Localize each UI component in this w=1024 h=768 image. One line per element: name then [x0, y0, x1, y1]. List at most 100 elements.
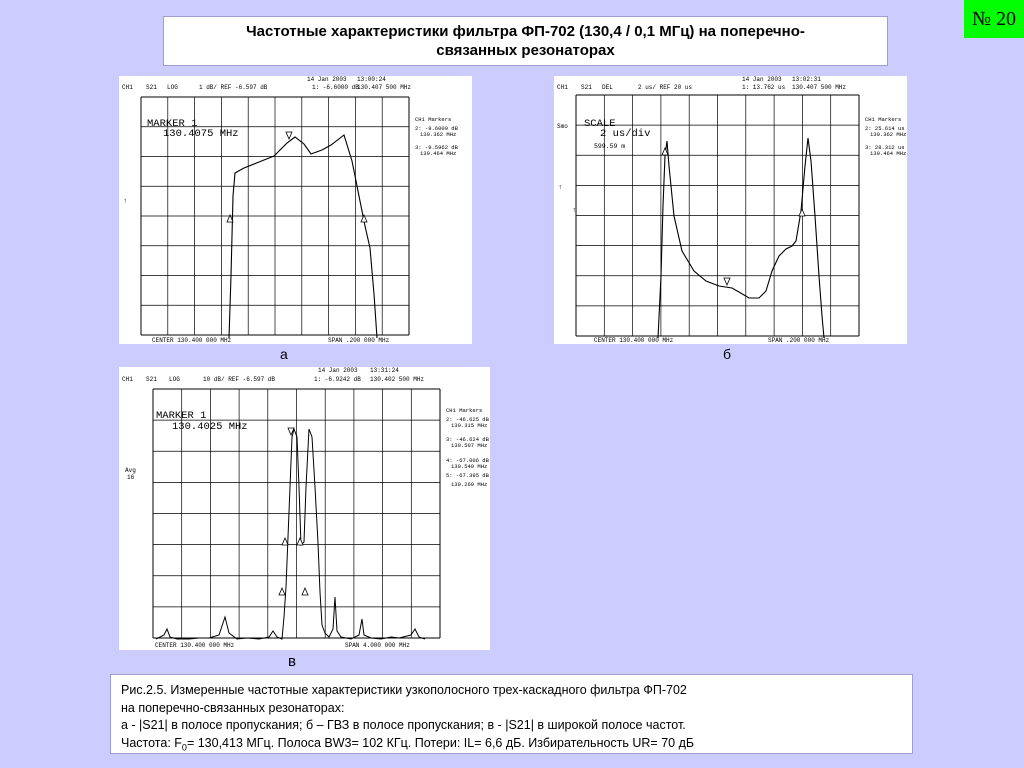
panel-c-side-2b: 130.507 MHz: [451, 442, 487, 449]
panel-b-scale: 2 us/ REF 20 us: [638, 84, 692, 91]
panel-a-marker-2: [226, 213, 234, 223]
panel-a-trace: [228, 134, 378, 339]
caption-line-4: Частота: F0= 130,413 МГц. Полоса BW3= 10…: [121, 735, 902, 757]
panel-a-side-1a: 2: -9.6009 dB: [415, 125, 459, 132]
panel-b-side-title: CH1 Markers: [865, 116, 901, 123]
panel-c-screen: CH1 S21 LOG 10 dB/ REF -6.597 dB 1: -6.9…: [119, 367, 490, 650]
panel-a-svg: CH1 S21 LOG 1 dB/ REF -6.597 dB 1: -6.60…: [122, 76, 459, 344]
panel-a-marker-line2: 130.4075 MHz: [163, 128, 239, 140]
panel-b-marker-2: [661, 146, 669, 156]
caption-line-4-post: = 130,413 МГц. Полоса BW3= 102 КГц. Поте…: [186, 735, 695, 750]
panel-c-side-3b: 130.549 MHz: [451, 463, 487, 470]
panel-c-marker-3: [296, 536, 304, 546]
panel-b-param: S21: [581, 84, 592, 91]
panel-b-trace: [657, 137, 825, 339]
panel-c-side-4b: 130.269 MHz: [451, 481, 487, 488]
panel-c-label: в: [288, 653, 296, 670]
panel-c-side-2a: 3: -46.624 dB: [446, 436, 490, 443]
panel-a-time: 13:00:24: [357, 76, 386, 83]
panel-b-side-1b: 130.362 MHz: [870, 131, 906, 138]
title-line-2: связанных резонаторах: [436, 42, 615, 59]
panel-c-ch: CH1: [122, 376, 133, 383]
panel-a-side-1b: 130.362 MHz: [420, 131, 456, 138]
panel-b-time: 13:02:31: [792, 76, 821, 83]
panel-a-scale: 1 dB/ REF -6.597 dB: [199, 84, 268, 91]
panel-c-time: 13:31:24: [370, 367, 399, 374]
panel-a-ref-arrow: ↑: [123, 198, 127, 206]
panel-c-trace: [155, 427, 426, 640]
panel-a-hdr-marker: 1: -6.6000 dB: [312, 84, 359, 91]
caption-line-2: на поперечно-связанных резонаторах:: [121, 700, 345, 715]
panel-a-side-2a: 3: -9.5962 dB: [415, 144, 459, 151]
figure-caption: Рис.2.5. Измеренные частотные характерис…: [110, 674, 913, 754]
panel-c-fmt: LOG: [169, 376, 180, 383]
panel-c-svg: CH1 S21 LOG 10 dB/ REF -6.597 dB 1: -6.9…: [122, 367, 490, 649]
panel-b-marker-3: [798, 207, 806, 217]
caption-line-3: а - |S21| в полосе пропускания; б – ГВЗ …: [121, 718, 686, 732]
panel-c-date: 14 Jan 2003: [318, 367, 358, 374]
panel-b-side-2a: 3: 28.312 us: [865, 144, 905, 151]
panel-c-side-1b: 130.315 MHz: [451, 422, 487, 429]
panel-b-footer-center: CENTER 130.400 000 MHz: [594, 337, 674, 344]
panel-c-marker-5: [301, 586, 309, 596]
panel-c-avg: Avg: [125, 467, 136, 474]
panel-a-side-2b: 130.464 MHz: [420, 150, 456, 157]
panel-b-ref-arrow-2: ↑: [572, 207, 576, 215]
panel-c-side-3a: 4: -67.006 dB: [446, 457, 490, 464]
panel-b-hdr-marker: 1: 13.762 us: [742, 84, 786, 91]
panel-b-footer-span: SPAN .200 000 MHz: [768, 337, 830, 344]
panel-c-marker-4: [278, 586, 286, 596]
panel-a-hdr-freq: 130.407 500 MHz: [357, 84, 411, 91]
panel-b-marker-1: [723, 277, 731, 287]
panel-a-fmt: LOG: [167, 84, 178, 91]
panel-a-marker-line1: MARKER 1: [147, 118, 197, 130]
panel-c-avg-value: 16: [127, 474, 135, 481]
panel-b-ref-arrow: ↑: [558, 184, 562, 192]
panel-c-hdr-marker: 1: -6.9242 dB: [314, 376, 361, 383]
title-box: Частотные характеристики фильтра ФП-702 …: [163, 16, 888, 66]
panel-a-grid: [140, 96, 410, 336]
panel-b-side-2b: 130.464 MHz: [870, 150, 906, 157]
panel-a-label: а: [280, 346, 288, 362]
caption-line-4-pre: Частота: F: [121, 735, 182, 750]
panel-b-scale-line3: 599.59 m: [594, 143, 625, 150]
panel-a-ch: CH1: [122, 84, 133, 91]
panel-a-marker-1: [285, 131, 293, 141]
panel-b-screen: CH1 S21 DEL 2 us/ REF 20 us 1: 13.762 us…: [554, 76, 907, 344]
panel-a-date: 14 Jan 2003: [307, 76, 347, 83]
panel-c-side-4a: 5: -67.395 dB: [446, 472, 490, 479]
panel-a-side-title: CH1 Markers: [415, 116, 451, 123]
panel-c-footer-span: SPAN 4.000 000 MHz: [345, 642, 410, 649]
slide-title: Частотные характеристики фильтра ФП-702 …: [196, 22, 856, 60]
panel-b-fmt: DEL: [602, 84, 613, 91]
panel-c-param: S21: [146, 376, 157, 383]
caption-line-4-sub: 0: [181, 742, 187, 752]
caption-line-1: Рис.2.5. Измеренные частотные характерис…: [121, 683, 687, 697]
panel-b-ch: CH1: [557, 84, 568, 91]
panel-c-footer-center: CENTER 130.400 000 MHz: [155, 642, 235, 649]
panel-c-grid: [152, 388, 441, 639]
panel-c-hdr-freq: 130.402 500 MHz: [370, 376, 424, 383]
panel-b-scale-line2: 2 us/div: [600, 128, 650, 140]
panel-c-side-title: CH1 Markers: [446, 407, 482, 414]
panel-b-smo: Smo: [557, 123, 568, 130]
panel-b-side-1a: 2: 25.614 us: [865, 125, 905, 132]
panel-c-marker-2: [281, 536, 289, 546]
panel-a-footer-center: CENTER 130.400 000 MHz: [152, 337, 232, 344]
panel-a-screen: CH1 S21 LOG 1 dB/ REF -6.597 dB 1: -6.60…: [119, 76, 472, 344]
panel-b-svg: CH1 S21 DEL 2 us/ REF 20 us 1: 13.762 us…: [557, 76, 906, 344]
slide-number: № 20: [964, 0, 1024, 38]
panel-b-scale-line1: SCALE: [584, 118, 616, 130]
panel-a-marker-3: [360, 213, 368, 223]
panel-c-marker-1: [287, 427, 295, 437]
panel-b-label: б: [723, 346, 732, 362]
panel-c-marker-line2: 130.4025 MHz: [172, 421, 248, 433]
panel-a-footer-span: SPAN .200 000 MHz: [328, 337, 390, 344]
panel-b-date: 14 Jan 2003: [742, 76, 782, 83]
panel-b-grid: [575, 94, 860, 337]
title-line-1: Частотные характеристики фильтра ФП-702 …: [246, 23, 805, 40]
panel-a-param: S21: [146, 84, 157, 91]
panel-b-hdr-freq: 130.407 500 MHz: [792, 84, 846, 91]
panel-c-side-1a: 2: -46.625 dB: [446, 416, 490, 423]
panel-c-marker-line1: MARKER 1: [156, 410, 206, 422]
